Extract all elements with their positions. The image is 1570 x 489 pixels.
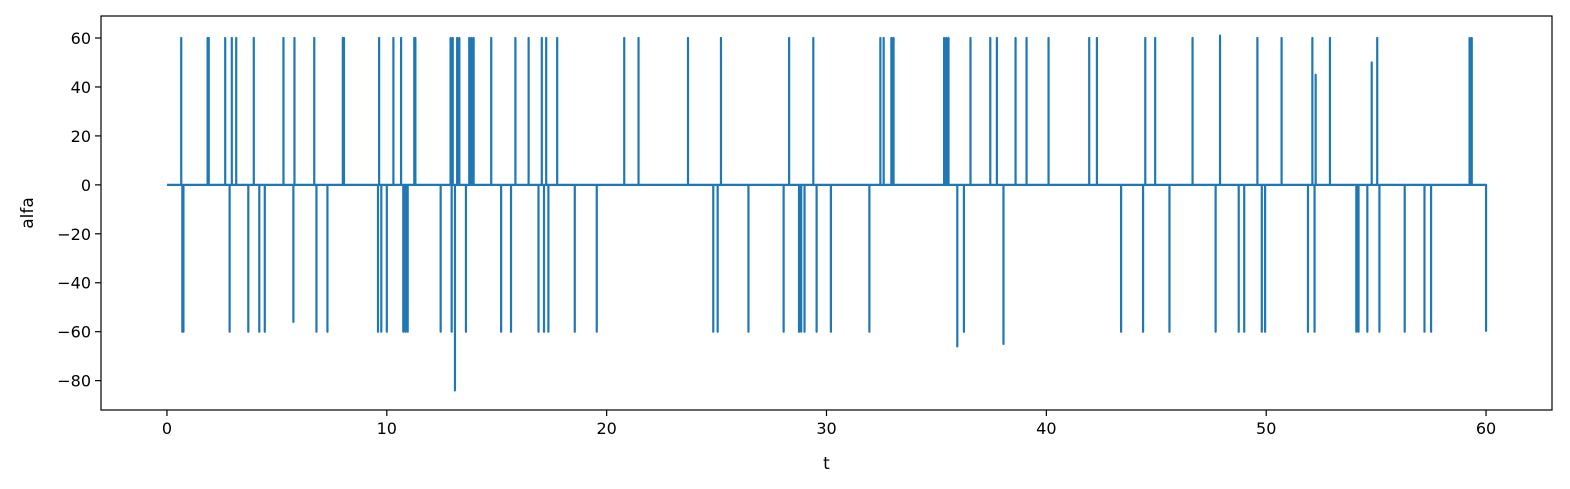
x-axis-ticks: 0 10 20 30 40 50 60 (162, 410, 1496, 438)
series-line-alfa (166, 34, 1488, 392)
plot-area (101, 16, 1552, 410)
y-tick-label: 40 (71, 78, 91, 97)
x-tick-label: 60 (1476, 419, 1496, 438)
x-tick-label: 40 (1036, 419, 1056, 438)
y-tick-label: −80 (57, 372, 91, 391)
y-tick-label: 20 (71, 127, 91, 146)
y-axis-ticks: 60 40 20 0 −20 −40 −60 −80 (57, 29, 101, 391)
y-axis-label: alfa (18, 197, 38, 229)
x-tick-label: 0 (162, 419, 172, 438)
series-layer (166, 34, 1488, 392)
y-tick-label: 0 (81, 176, 91, 195)
y-tick-label: −20 (57, 225, 91, 244)
y-tick-label: −60 (57, 323, 91, 342)
x-tick-label: 30 (816, 419, 836, 438)
x-tick-label: 50 (1256, 419, 1276, 438)
x-tick-label: 10 (377, 419, 397, 438)
x-axis-label: t (823, 454, 830, 474)
x-tick-label: 20 (596, 419, 616, 438)
y-tick-label: −40 (57, 274, 91, 293)
y-tick-label: 60 (71, 29, 91, 48)
